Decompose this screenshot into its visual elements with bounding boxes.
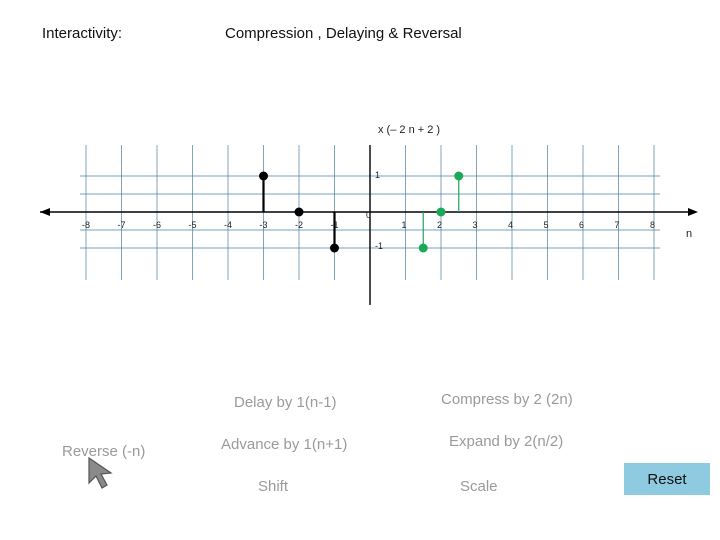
- x-tick-label: 3: [473, 220, 478, 230]
- expression-label: x (– 2 n + 2 ): [378, 124, 440, 136]
- x-tick-label: 7: [615, 220, 620, 230]
- stem-point: [436, 207, 446, 217]
- delay-button[interactable]: Delay by 1(n-1): [234, 394, 337, 411]
- x-tick-label: 5: [544, 220, 549, 230]
- x-tick-label: 8: [650, 220, 655, 230]
- plot-axes: [40, 145, 698, 305]
- scale-button[interactable]: Scale: [460, 478, 498, 495]
- interactivity-label: Interactivity:: [42, 25, 123, 42]
- x-tick-label: -6: [153, 220, 161, 230]
- x-tick-label: 0: [366, 210, 371, 220]
- stem-point: [294, 207, 304, 217]
- stem-point: [454, 171, 464, 181]
- reset-button[interactable]: Reset: [624, 463, 710, 495]
- mouse-pointer-icon: [88, 456, 113, 489]
- x-tick-label: 1: [402, 220, 407, 230]
- y-tick-neg1: -1: [375, 241, 383, 251]
- x-tick-label: -3: [260, 220, 268, 230]
- x-tick-label: -2: [295, 220, 303, 230]
- stem-point: [418, 243, 428, 253]
- x-tick-label: 4: [508, 220, 513, 230]
- x-tick-label: -4: [224, 220, 232, 230]
- n-axis-label: n: [686, 228, 692, 240]
- x-tick-label: -8: [82, 220, 90, 230]
- shift-button[interactable]: Shift: [258, 478, 289, 495]
- signal-stems: [259, 171, 464, 253]
- page-title: Compression , Delaying & Reversal: [225, 25, 462, 42]
- x-axis-arrow-right: [688, 208, 698, 216]
- x-tick-label: 6: [579, 220, 584, 230]
- compress-button[interactable]: Compress by 2 (2n): [441, 391, 573, 408]
- y-tick-1: 1: [375, 170, 380, 180]
- reverse-button[interactable]: Reverse (-n): [62, 443, 146, 460]
- expand-button[interactable]: Expand by 2(n/2): [449, 433, 564, 450]
- advance-button[interactable]: Advance by 1(n+1): [221, 436, 348, 453]
- stem-point: [259, 171, 268, 181]
- x-axis-arrow-left: [40, 208, 50, 216]
- x-tick-labels: -8-7-6-5-4-3-2-1012345678: [82, 210, 655, 230]
- x-tick-label: 2: [437, 220, 442, 230]
- stem-point: [330, 243, 339, 253]
- x-tick-label: -5: [189, 220, 197, 230]
- x-tick-label: -7: [118, 220, 126, 230]
